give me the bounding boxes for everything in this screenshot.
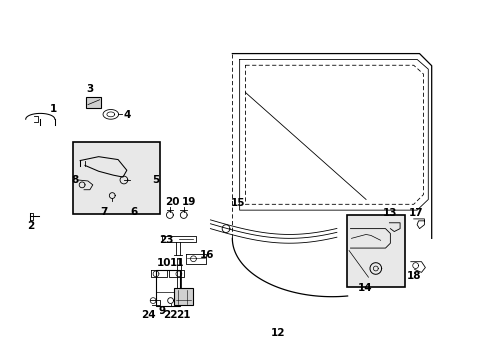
Text: 10: 10 <box>157 258 171 267</box>
Text: 9: 9 <box>158 306 165 316</box>
Text: 18: 18 <box>406 271 420 281</box>
Bar <box>174 288 193 305</box>
Text: 4: 4 <box>123 110 130 120</box>
Bar <box>86 97 101 108</box>
Text: 22: 22 <box>163 310 178 320</box>
Text: 7: 7 <box>100 207 107 217</box>
Text: 2: 2 <box>27 221 34 231</box>
Text: 5: 5 <box>152 175 159 185</box>
Text: 17: 17 <box>408 208 423 218</box>
Text: 20: 20 <box>165 197 180 207</box>
Text: 11: 11 <box>170 258 184 267</box>
Text: 3: 3 <box>86 84 94 94</box>
Bar <box>73 142 160 214</box>
Text: 13: 13 <box>382 208 397 218</box>
Text: 14: 14 <box>357 283 372 293</box>
Text: 12: 12 <box>271 328 285 338</box>
Text: 8: 8 <box>72 175 79 185</box>
Text: 19: 19 <box>181 197 195 207</box>
Text: 1: 1 <box>50 104 58 114</box>
Text: 6: 6 <box>130 207 137 217</box>
Text: 23: 23 <box>159 235 174 245</box>
Text: 24: 24 <box>141 310 156 320</box>
Bar <box>346 215 404 287</box>
Text: 15: 15 <box>230 198 245 208</box>
Bar <box>156 270 180 306</box>
Text: 16: 16 <box>199 250 213 260</box>
Text: 21: 21 <box>176 310 191 320</box>
